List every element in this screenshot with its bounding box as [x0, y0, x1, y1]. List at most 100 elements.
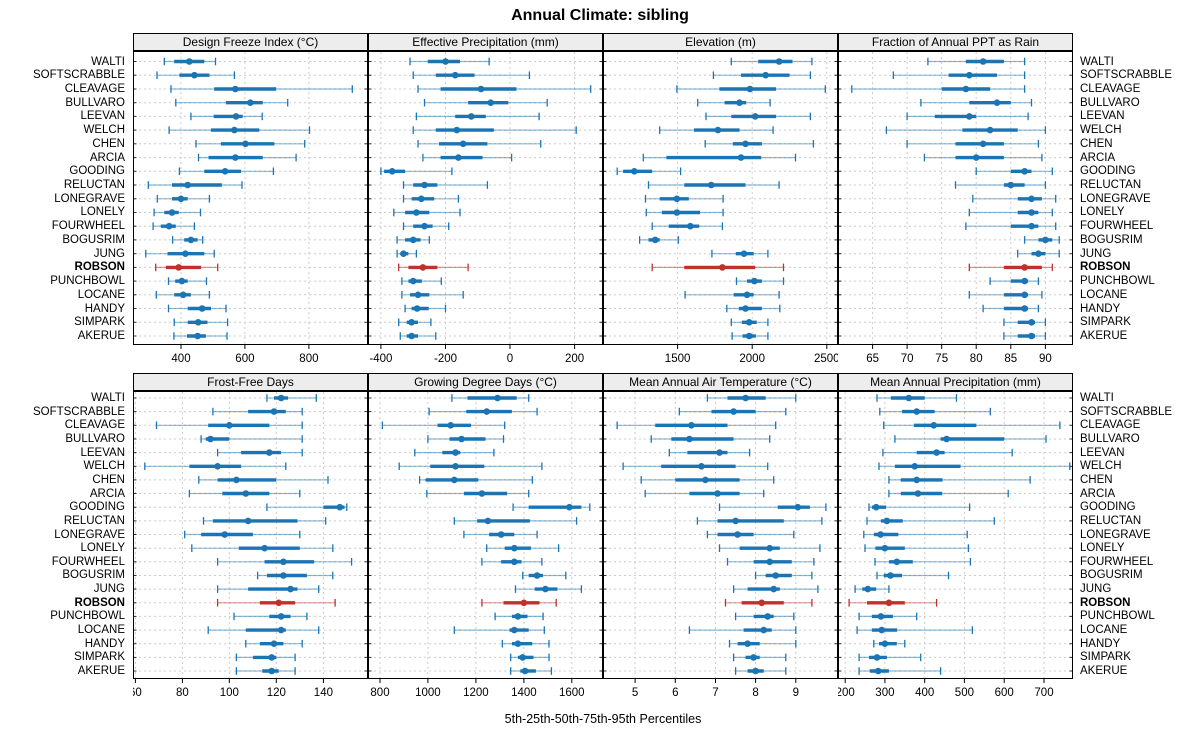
percentile-row-lonegrave — [972, 194, 1057, 203]
percentile-row-simpark — [858, 653, 922, 662]
station-label-right-jung: JUNG — [1080, 247, 1112, 260]
percentile-row-fourwheel — [965, 222, 1057, 230]
panel-frame — [603, 391, 838, 679]
axis-tick-label: 800 — [299, 353, 318, 365]
axis-tick-label: 85 — [1004, 353, 1017, 365]
percentile-row-punchbowl — [734, 612, 795, 621]
panel-plot-svg: 60 80 100 120 140 — [133, 391, 368, 699]
station-label-left-handy: HANDY — [84, 637, 125, 650]
percentile-row-chen — [906, 140, 1040, 148]
station-label-right-cleavage: CLEAVAGE — [1080, 82, 1141, 95]
percentile-row-reluctan — [954, 181, 1047, 189]
station-label-right-punchbowl: PUNCHBOWL — [1080, 275, 1155, 288]
percentile-row-punchbowl — [167, 277, 208, 285]
station-label-right-reluctan: RELUCTAN — [1080, 179, 1142, 192]
axis-tick-label: -200 — [434, 353, 457, 365]
percentile-row-welch — [622, 462, 769, 470]
percentile-row-robson — [481, 598, 557, 607]
axis-tick-label: 90 — [1039, 353, 1052, 365]
station-label-left-leevan: LEEVAN — [80, 446, 125, 459]
axis-tick-label: 1000 — [415, 687, 441, 699]
percentile-row-lonely — [486, 544, 560, 552]
percentile-row-robson — [155, 263, 219, 272]
station-label-right-robson: ROBSON — [1080, 261, 1131, 274]
percentile-row-handy — [726, 304, 781, 313]
percentile-row-fourwheel — [726, 558, 815, 566]
station-label-left-bullvaro: BULLVARO — [65, 432, 125, 445]
percentile-row-softscrabble — [156, 71, 236, 79]
station-label-left-punchbowl: PUNCHBOWL — [50, 610, 125, 623]
station-label-right-bullvaro: BULLVARO — [1080, 432, 1140, 445]
percentile-row-cleavage — [616, 421, 777, 430]
panel-plot-svg: 1500 2000 2500 — [603, 51, 838, 365]
station-label-left-cleavage: CLEAVAGE — [64, 82, 125, 95]
percentile-row-cleavage — [676, 85, 826, 93]
station-label-right-lonely: LONELY — [1080, 206, 1125, 219]
station-label-right-bogusrim: BOGUSRIM — [1080, 569, 1143, 582]
percentile-row-punchbowl — [735, 277, 785, 285]
percentile-row-walti — [706, 394, 797, 402]
percentile-row-handy — [245, 639, 303, 648]
percentile-row-handy — [501, 639, 550, 648]
station-label-right-handy: HANDY — [1080, 637, 1121, 650]
percentile-row-softscrabble — [212, 407, 303, 416]
percentile-row-lonely — [718, 544, 821, 552]
percentile-row-arcia — [923, 153, 1043, 162]
percentile-row-welch — [168, 126, 311, 134]
station-label-left-gooding: GOODING — [69, 501, 125, 514]
axis-tick-label: 2000 — [739, 353, 765, 365]
station-label-left-lonegrave: LONEGRAVE — [54, 192, 125, 205]
percentile-row-handy — [982, 304, 1040, 313]
station-label-left-lonely: LONELY — [80, 206, 125, 219]
percentile-row-bullvaro — [894, 435, 1047, 443]
station-label-right-akerue: AKERUE — [1080, 665, 1128, 677]
percentile-row-reluctan — [147, 181, 243, 189]
percentile-row-reluctan — [647, 181, 780, 189]
station-label-left-softscrabble: SOFTSCRABBLE — [32, 69, 125, 82]
percentile-row-leevan — [668, 448, 751, 457]
station-label-left-locane: LOCANE — [77, 288, 125, 301]
percentile-row-lonegrave — [706, 530, 795, 539]
axis-tick-label: 200 — [565, 353, 584, 365]
axis-tick-label: 400 — [915, 687, 934, 699]
percentile-row-gooding — [178, 167, 275, 176]
station-label-left-softscrabble: SOFTSCRABBLE — [32, 405, 125, 418]
percentile-row-simpark — [398, 318, 432, 327]
station-label-right-walti: WALTI — [1080, 392, 1114, 404]
panel-frame — [133, 391, 368, 679]
percentile-row-walti — [266, 394, 317, 402]
percentile-row-chen — [417, 140, 542, 148]
percentile-row-robson — [724, 598, 813, 607]
figure-caption: 5th-25th-50th-75th-95th Percentiles — [504, 712, 702, 726]
percentile-row-lonegrave — [184, 530, 301, 539]
percentile-row-softscrabble — [428, 407, 538, 416]
percentile-row-chen — [195, 140, 306, 148]
station-label-left-bogusrim: BOGUSRIM — [62, 233, 125, 246]
panel-strip-title: Mean Annual Precipitation (mm) — [838, 373, 1073, 391]
percentile-row-cleavage — [851, 85, 1026, 93]
station-label-left-reluctan: RELUCTAN — [63, 179, 125, 192]
figure-title: Annual Climate: sibling — [511, 7, 689, 24]
percentile-row-softscrabble — [879, 407, 991, 416]
station-label-right-gooding: GOODING — [1080, 165, 1136, 178]
station-label-right-jung: JUNG — [1080, 583, 1112, 596]
percentile-row-gooding — [868, 503, 971, 511]
percentile-row-akerue — [731, 332, 769, 340]
percentile-row-simpark — [1003, 318, 1047, 327]
percentile-row-fourwheel — [402, 222, 450, 230]
percentile-row-bogusrim — [754, 571, 813, 580]
percentile-row-lonely — [864, 544, 970, 552]
axis-tick-label: 300 — [875, 687, 894, 699]
station-label-right-fourwheel: FOURWHEEL — [1080, 220, 1154, 233]
percentile-row-lonegrave — [863, 530, 968, 539]
percentile-row-fourwheel — [152, 222, 196, 230]
percentile-row-cleavage — [883, 421, 1061, 430]
station-label-left-chen: CHEN — [92, 473, 125, 486]
station-label-left-akerue: AKERUE — [77, 330, 125, 342]
axis-tick-label: 8 — [752, 687, 758, 699]
station-label-right-leevan: LEEVAN — [1080, 110, 1125, 123]
percentile-row-reluctan — [696, 517, 823, 525]
percentile-row-lonely — [393, 208, 461, 217]
station-label-left-jung: JUNG — [93, 583, 125, 596]
station-label-left-robson: ROBSON — [74, 261, 125, 274]
